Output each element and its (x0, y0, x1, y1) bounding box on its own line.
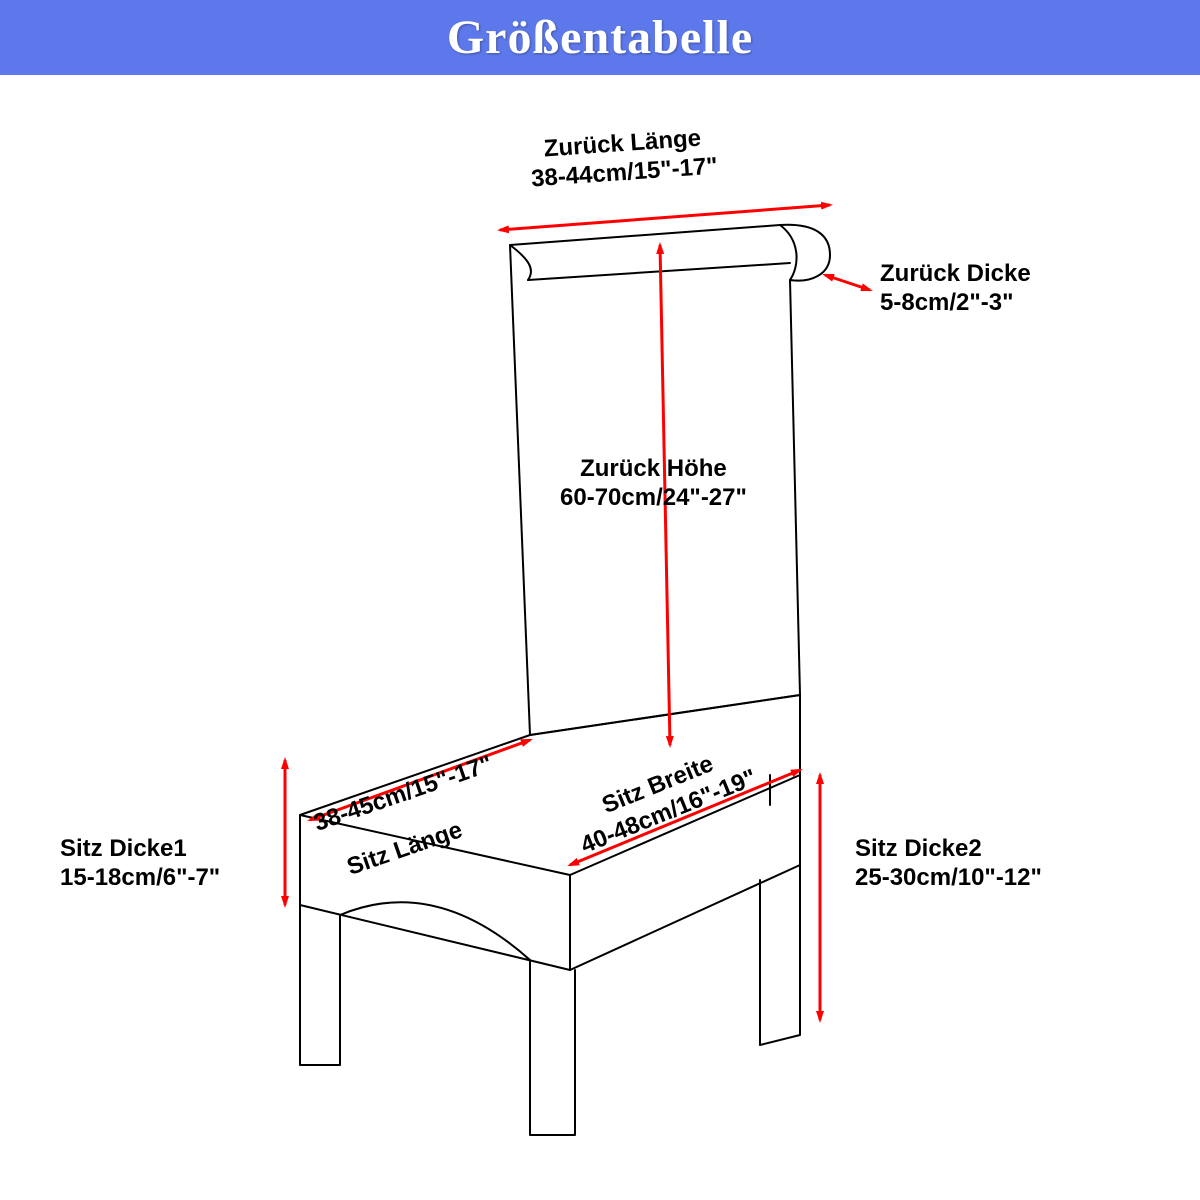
label-back-height: Zurück Höhe 60-70cm/24"-27" (560, 455, 747, 513)
chair-svg (0, 75, 1200, 1175)
chair-diagram: Zurück Länge 38-44cm/15"-17" Zurück Dick… (0, 75, 1200, 1175)
header-banner: Größentabelle (0, 0, 1200, 75)
label-seat-thick2: Sitz Dicke2 25-30cm/10"-12" (855, 835, 1042, 893)
label-back-thickness: Zurück Dicke 5-8cm/2"-3" (880, 260, 1031, 318)
label-seat-thick1: Sitz Dicke1 15-18cm/6"-7" (60, 835, 220, 893)
arrow-back-thickness (825, 275, 870, 290)
header-title: Größentabelle (447, 11, 753, 64)
